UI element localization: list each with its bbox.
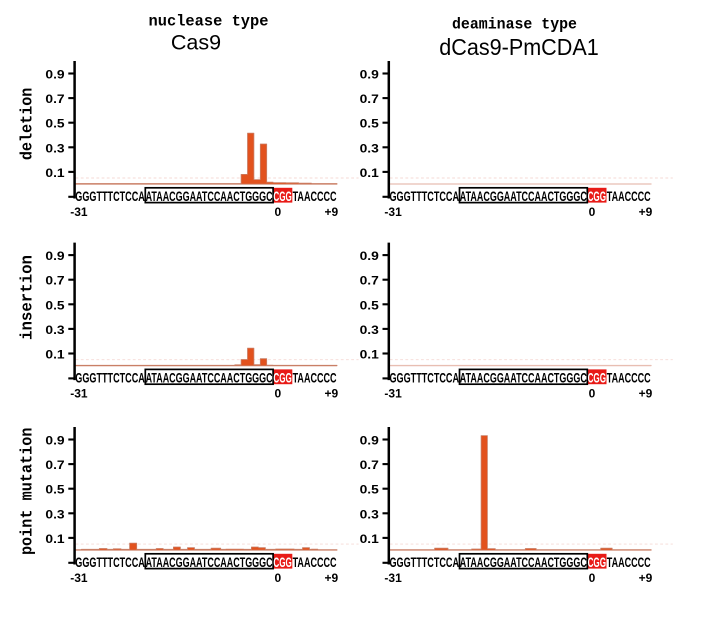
svg-text:0: 0 <box>589 205 596 219</box>
svg-text:0: 0 <box>274 386 281 400</box>
svg-text:dCas9-PmCDA1: dCas9-PmCDA1 <box>439 34 599 60</box>
svg-text:GGGTTTCTCCA: GGGTTTCTCCA <box>390 370 460 385</box>
svg-text:TAACCCC: TAACCCC <box>607 370 651 385</box>
svg-text:0: 0 <box>274 205 281 219</box>
svg-text:0.1: 0.1 <box>45 166 64 180</box>
svg-text:0.9: 0.9 <box>360 68 379 82</box>
svg-text:ATAACGGAATCCAACTGGGC: ATAACGGAATCCAACTGGGC <box>146 189 273 204</box>
svg-text:0.7: 0.7 <box>45 458 64 472</box>
svg-text:0.5: 0.5 <box>360 117 379 131</box>
svg-text:point mutation: point mutation <box>18 428 37 556</box>
svg-text:0.3: 0.3 <box>45 141 64 155</box>
svg-text:0.5: 0.5 <box>45 298 64 312</box>
svg-text:nuclease type: nuclease type <box>149 13 269 31</box>
svg-text:0.3: 0.3 <box>45 507 64 521</box>
svg-text:+9: +9 <box>324 386 338 400</box>
svg-text:CGG: CGG <box>273 370 291 385</box>
svg-text:TAACCCC: TAACCCC <box>607 555 651 570</box>
svg-text:0.5: 0.5 <box>360 483 379 497</box>
svg-text:0.3: 0.3 <box>45 323 64 337</box>
svg-text:deletion: deletion <box>18 88 37 160</box>
svg-text:-31: -31 <box>384 386 402 400</box>
svg-text:CGG: CGG <box>588 370 606 385</box>
svg-text:+9: +9 <box>324 571 338 585</box>
svg-text:0.7: 0.7 <box>45 92 64 106</box>
svg-text:0.1: 0.1 <box>360 348 379 362</box>
svg-text:GGGTTTCTCCA: GGGTTTCTCCA <box>75 189 145 204</box>
svg-text:+9: +9 <box>639 386 653 400</box>
svg-text:0.5: 0.5 <box>45 117 64 131</box>
svg-text:0.3: 0.3 <box>360 507 379 521</box>
svg-text:0.3: 0.3 <box>360 323 379 337</box>
svg-text:ATAACGGAATCCAACTGGGC: ATAACGGAATCCAACTGGGC <box>460 370 587 385</box>
svg-text:0: 0 <box>589 571 596 585</box>
svg-text:0.7: 0.7 <box>360 274 379 288</box>
svg-text:deaminase type: deaminase type <box>452 15 577 33</box>
svg-text:0.9: 0.9 <box>360 249 379 263</box>
svg-text:ATAACGGAATCCAACTGGGC: ATAACGGAATCCAACTGGGC <box>146 370 273 385</box>
svg-text:0.9: 0.9 <box>45 434 64 448</box>
svg-text:0.5: 0.5 <box>360 298 379 312</box>
svg-text:0.1: 0.1 <box>45 348 64 362</box>
svg-text:GGGTTTCTCCA: GGGTTTCTCCA <box>390 555 460 570</box>
svg-text:0.9: 0.9 <box>45 249 64 263</box>
svg-text:0.9: 0.9 <box>360 434 379 448</box>
svg-text:ATAACGGAATCCAACTGGGC: ATAACGGAATCCAACTGGGC <box>460 555 587 570</box>
svg-text:GGGTTTCTCCA: GGGTTTCTCCA <box>75 370 145 385</box>
svg-text:0.1: 0.1 <box>360 166 379 180</box>
svg-text:0.9: 0.9 <box>45 68 64 82</box>
svg-text:TAACCCC: TAACCCC <box>293 189 337 204</box>
svg-text:0.7: 0.7 <box>360 92 379 106</box>
svg-text:0.1: 0.1 <box>45 532 64 546</box>
svg-text:CGG: CGG <box>588 189 606 204</box>
svg-text:CGG: CGG <box>588 555 606 570</box>
svg-text:0: 0 <box>589 386 596 400</box>
svg-text:ATAACGGAATCCAACTGGGC: ATAACGGAATCCAACTGGGC <box>146 555 273 570</box>
svg-text:GGGTTTCTCCA: GGGTTTCTCCA <box>75 555 145 570</box>
svg-text:TAACCCC: TAACCCC <box>607 189 651 204</box>
svg-text:0.5: 0.5 <box>45 483 64 497</box>
svg-text:GGGTTTCTCCA: GGGTTTCTCCA <box>390 189 460 204</box>
svg-text:TAACCCC: TAACCCC <box>293 555 337 570</box>
svg-text:-31: -31 <box>384 571 402 585</box>
svg-text:Cas9: Cas9 <box>171 30 221 54</box>
svg-text:CGG: CGG <box>273 555 291 570</box>
svg-text:0.7: 0.7 <box>45 274 64 288</box>
svg-text:0.7: 0.7 <box>360 458 379 472</box>
svg-text:insertion: insertion <box>18 255 37 340</box>
svg-text:-31: -31 <box>70 386 88 400</box>
svg-text:0.1: 0.1 <box>360 532 379 546</box>
svg-text:+9: +9 <box>324 205 338 219</box>
svg-text:-31: -31 <box>70 205 88 219</box>
svg-text:0: 0 <box>274 571 281 585</box>
svg-text:CGG: CGG <box>273 189 291 204</box>
svg-text:-31: -31 <box>384 205 402 219</box>
svg-text:-31: -31 <box>70 571 88 585</box>
svg-text:+9: +9 <box>639 205 653 219</box>
svg-text:0.3: 0.3 <box>360 141 379 155</box>
svg-text:+9: +9 <box>639 571 653 585</box>
svg-text:TAACCCC: TAACCCC <box>293 370 337 385</box>
svg-text:ATAACGGAATCCAACTGGGC: ATAACGGAATCCAACTGGGC <box>460 189 587 204</box>
